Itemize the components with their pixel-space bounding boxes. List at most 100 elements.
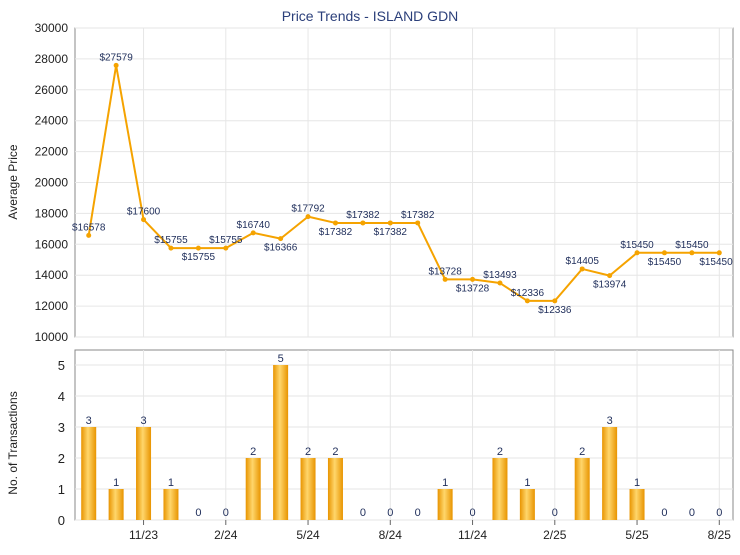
price-data-label: $17382 <box>401 210 435 221</box>
transaction-bar <box>437 489 453 520</box>
price-data-label: $27579 <box>99 52 133 63</box>
transaction-bar <box>574 458 590 520</box>
transaction-bar-label: 0 <box>415 507 421 519</box>
x-axis-tick-label: 5/25 <box>625 528 649 542</box>
price-data-label: $17382 <box>374 227 408 238</box>
transaction-bar-label: 0 <box>689 507 695 519</box>
transaction-bar-label: 1 <box>442 477 448 489</box>
price-data-point <box>360 220 366 226</box>
transaction-bar <box>136 427 152 520</box>
price-data-point <box>387 220 393 226</box>
transaction-bar <box>273 365 289 520</box>
price-data-label: $15755 <box>182 252 216 263</box>
price-data-label: $17382 <box>319 227 353 238</box>
price-y-tick-label: 14000 <box>35 268 69 282</box>
price-data-point <box>332 220 338 226</box>
price-data-point <box>168 245 174 251</box>
transaction-bar-label: 1 <box>113 477 119 489</box>
transaction-bar <box>327 458 343 520</box>
transaction-bar-label: 1 <box>524 477 530 489</box>
transaction-bar <box>492 458 508 520</box>
price-data-point <box>661 250 667 256</box>
price-y-tick-label: 20000 <box>35 176 69 190</box>
price-data-label: $15755 <box>209 235 243 246</box>
price-data-point <box>579 266 585 272</box>
transaction-bar-label: 0 <box>716 507 722 519</box>
transaction-bar <box>163 489 179 520</box>
transaction-bar <box>81 427 97 520</box>
price-data-label: $12336 <box>538 305 572 316</box>
x-axis-tick-label: 5/24 <box>296 528 320 542</box>
price-data-label: $15450 <box>620 240 654 251</box>
price-data-point <box>415 220 421 226</box>
price-data-label: $17792 <box>291 204 325 215</box>
price-data-point <box>634 250 640 256</box>
chart-title: Price Trends - ISLAND GDN <box>282 8 459 24</box>
price-y-tick-label: 22000 <box>35 145 69 159</box>
transaction-bar-label: 0 <box>552 507 558 519</box>
transaction-bar-label: 0 <box>387 507 393 519</box>
transactions-y-axis-label: No. of Transactions <box>6 391 20 494</box>
transaction-bar-label: 2 <box>250 446 256 458</box>
price-data-label: $14405 <box>566 256 600 267</box>
price-data-label: $16578 <box>72 222 106 233</box>
transactions-y-tick-label: 1 <box>58 482 65 497</box>
transaction-bar-label: 0 <box>195 507 201 519</box>
price-data-point <box>524 298 530 304</box>
transaction-bar-label: 0 <box>661 507 667 519</box>
transaction-bar-label: 1 <box>168 477 174 489</box>
price-data-point <box>223 245 229 251</box>
price-series-line <box>87 64 720 302</box>
price-data-point <box>552 298 558 304</box>
transaction-bar <box>300 458 316 520</box>
transaction-bar <box>629 489 645 520</box>
transaction-bar-label: 3 <box>140 415 146 427</box>
price-data-label: $17600 <box>127 207 161 218</box>
transaction-bar <box>602 427 618 520</box>
price-data-point <box>278 236 284 242</box>
transaction-bar-label: 2 <box>332 446 338 458</box>
transactions-y-tick-label: 2 <box>58 451 65 466</box>
price-data-point <box>250 230 256 236</box>
price-y-tick-label: 28000 <box>35 52 69 66</box>
price-data-label: $13728 <box>456 283 490 294</box>
price-y-tick-label: 18000 <box>35 206 69 220</box>
transaction-bar-label: 5 <box>278 353 284 365</box>
transaction-bar-label: 0 <box>223 507 229 519</box>
transaction-bar-label: 3 <box>607 415 613 427</box>
transaction-bar <box>245 458 261 520</box>
x-axis-tick-label: 8/25 <box>708 528 732 542</box>
price-data-point <box>442 276 448 282</box>
transaction-bar-label: 3 <box>86 415 92 427</box>
price-data-label: $13493 <box>483 270 517 281</box>
transaction-bar-label: 2 <box>497 446 503 458</box>
price-data-point <box>689 250 695 256</box>
transaction-bar <box>519 489 535 520</box>
price-data-label: $15755 <box>154 235 188 246</box>
price-y-tick-label: 10000 <box>35 330 69 344</box>
price-data-label: $13974 <box>593 280 627 291</box>
price-data-label: $16740 <box>237 220 271 231</box>
price-y-axis-label: Average Price <box>6 144 20 219</box>
price-data-point <box>470 276 476 282</box>
price-data-label: $15450 <box>699 257 733 268</box>
price-data-point <box>305 214 311 220</box>
price-data-label: $17382 <box>346 210 380 221</box>
price-data-point <box>86 232 92 238</box>
price-data-point <box>141 217 147 223</box>
price-data-label: $16366 <box>264 243 298 254</box>
price-data-point <box>113 62 119 68</box>
transactions-y-tick-label: 3 <box>58 420 65 435</box>
price-y-tick-label: 12000 <box>35 299 69 313</box>
price-data-point <box>195 245 201 251</box>
price-data-label: $12336 <box>511 288 545 299</box>
price-y-tick-label: 16000 <box>35 237 69 251</box>
price-data-point <box>716 250 722 256</box>
transactions-y-tick-label: 0 <box>58 513 65 528</box>
price-data-point <box>497 280 503 286</box>
x-axis-tick-label: 11/23 <box>129 528 158 542</box>
transaction-bar-label: 0 <box>469 507 475 519</box>
price-data-point <box>607 273 613 279</box>
